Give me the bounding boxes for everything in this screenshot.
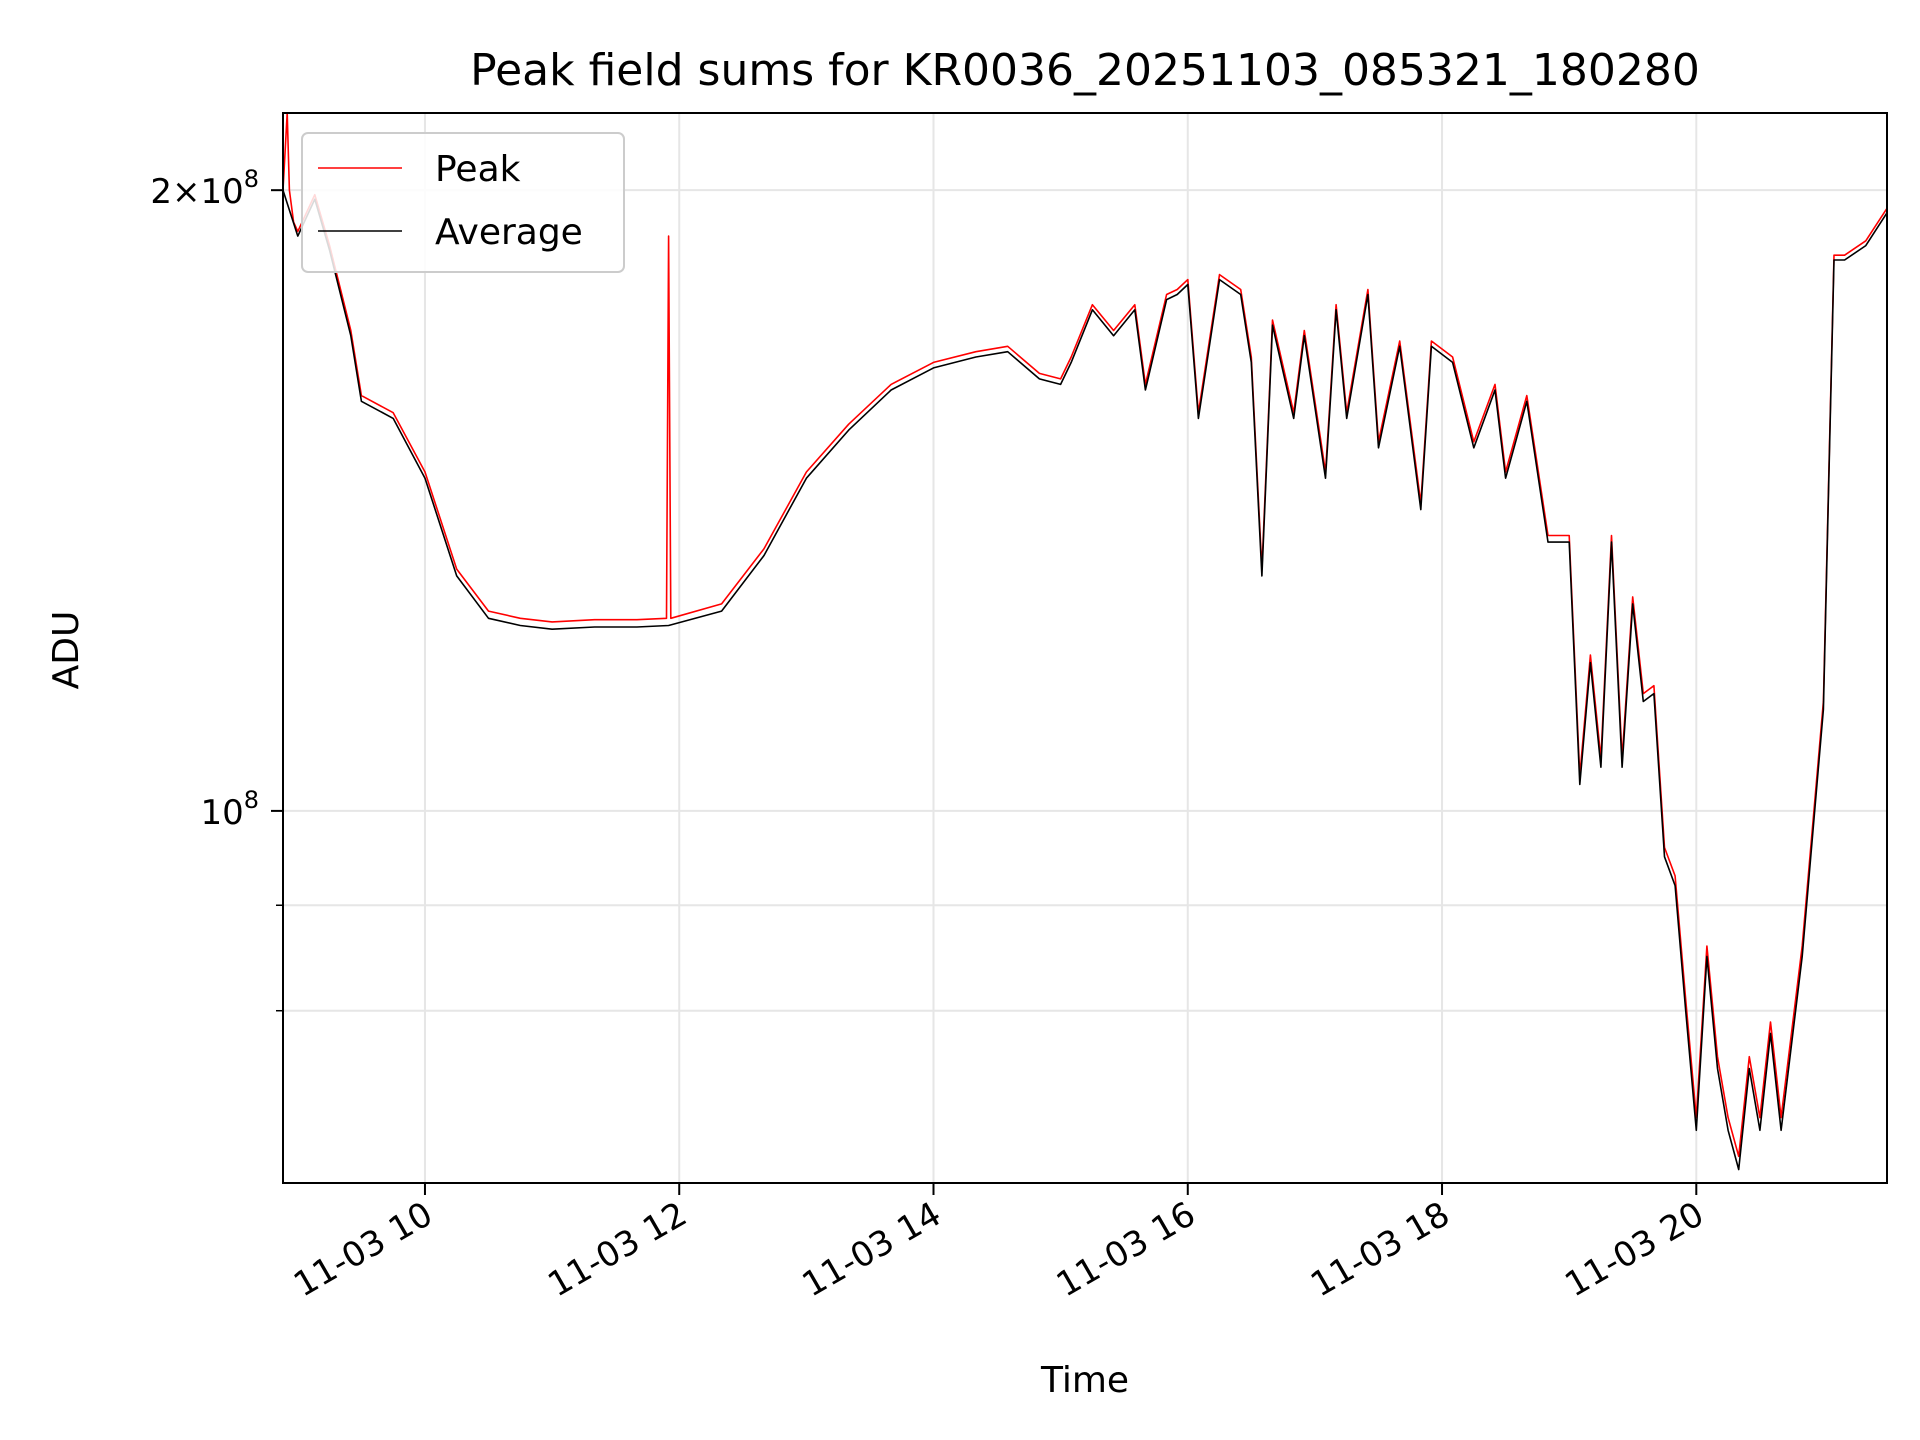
chart-title: Peak field sums for KR0036_20251103_0853… <box>470 45 1700 96</box>
series-line-peak <box>282 112 1888 1158</box>
y-tick-label: 108 <box>200 786 259 833</box>
series-line-average <box>282 189 1888 1171</box>
legend: Peak Average <box>301 132 625 273</box>
y-axis-ticks: 2×108 108 <box>150 165 283 1012</box>
y-tick-label: 2×108 <box>150 165 259 212</box>
x-axis-label: Time <box>1040 1360 1129 1401</box>
legend-label-average: Average <box>435 212 583 253</box>
plot-area <box>282 112 1888 1171</box>
y-axis-label: ADU <box>46 611 87 690</box>
legend-label-peak: Peak <box>435 149 521 190</box>
grid-lines <box>283 113 1887 1183</box>
axes-frame <box>282 112 1888 1184</box>
series-layer <box>282 112 1888 1171</box>
